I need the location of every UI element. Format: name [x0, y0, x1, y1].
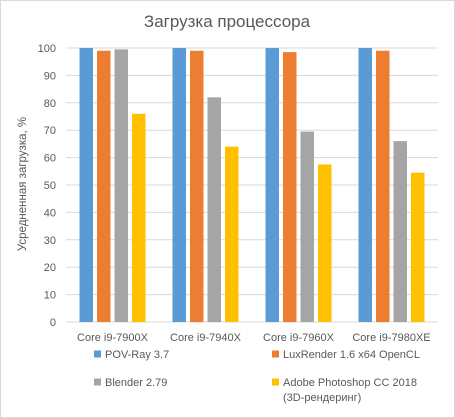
legend-swatch: [272, 378, 279, 386]
y-tick-label: 50: [44, 180, 56, 192]
x-tick-labels: Core i9-7900X Core i9-7940X Core i9-7960X C…: [77, 332, 431, 344]
legend-label: (3D-рендеринг): [283, 392, 361, 404]
y-tick-label: 10: [44, 290, 56, 302]
y-tick-label: 60: [44, 153, 56, 165]
x-tick-label: Core i9-7960X: [263, 332, 335, 344]
y-tick-label: 90: [44, 70, 56, 82]
bar: [283, 52, 297, 323]
y-tick-label: 100: [38, 43, 56, 55]
y-tick-label: 80: [44, 98, 56, 110]
legend-label: Blender 2.79: [105, 377, 167, 389]
bar: [358, 48, 372, 322]
legend-swatch: [94, 378, 101, 386]
y-tick-labels: 0 10 20 30 40 50 60 70 80 90 100: [38, 43, 56, 329]
y-tick-label: 30: [44, 235, 56, 247]
y-tick-label: 20: [44, 262, 56, 274]
bar: [300, 131, 314, 322]
y-tick-label: 70: [44, 125, 56, 137]
bar: [393, 141, 407, 322]
y-tick-label: 40: [44, 207, 56, 219]
bar: [376, 50, 390, 323]
legend-swatch: [94, 350, 101, 358]
bar: [114, 49, 128, 323]
bar: [207, 97, 221, 322]
legend-label: LuxRender 1.6 x64 OpenCL: [283, 349, 420, 361]
bar: [265, 48, 279, 322]
bar: [318, 164, 332, 322]
x-tick-label: Core i9-7940X: [170, 332, 242, 344]
y-tick-label: 0: [50, 317, 56, 329]
bar: [225, 146, 239, 322]
x-tick-label: Core i9-7900X: [77, 332, 149, 344]
legend: POV-Ray 3.7 LuxRender 1.6 x64 OpenCL Blend…: [94, 349, 420, 404]
bar: [97, 50, 111, 323]
bar: [411, 172, 425, 322]
bar: [132, 113, 146, 322]
bar: [172, 48, 186, 322]
legend-swatch: [272, 350, 279, 358]
legend-label: Adobe Photoshop CC 2018: [283, 377, 417, 389]
y-axis-label: Усредненная загрузка, %: [17, 117, 29, 251]
bar: [190, 50, 204, 323]
bar: [79, 48, 93, 322]
legend-label: POV-Ray 3.7: [105, 349, 169, 361]
bars-group: [79, 48, 425, 323]
x-tick-label: Core i9-7980XE: [352, 332, 430, 344]
chart-title: Загрузка процессора: [144, 12, 311, 31]
